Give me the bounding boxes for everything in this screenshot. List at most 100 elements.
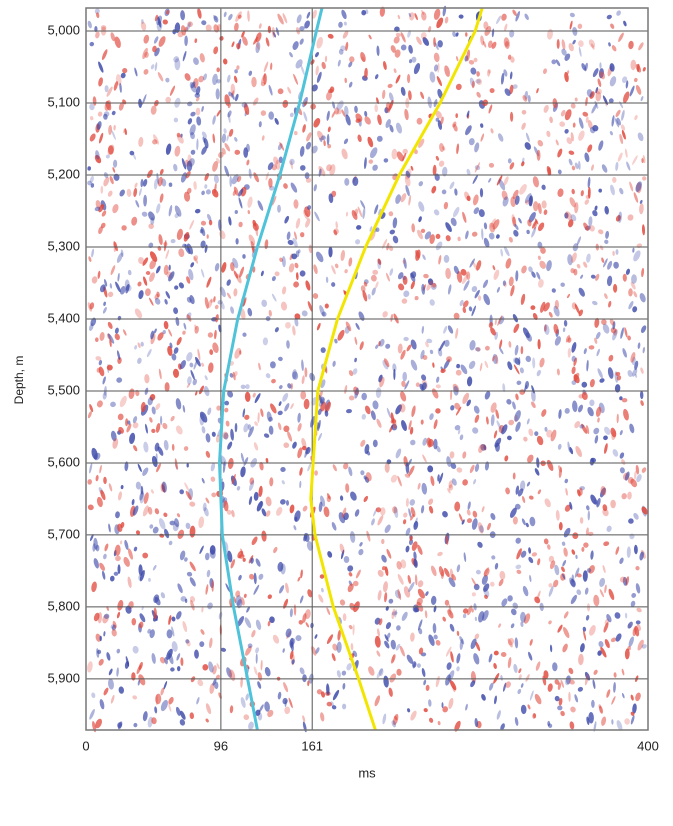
noise-blob — [462, 211, 467, 223]
noise-blob — [616, 375, 622, 381]
noise-blob — [140, 341, 144, 347]
noise-blob — [256, 500, 263, 512]
noise-blob — [455, 369, 462, 376]
noise-blob — [151, 717, 157, 725]
noise-blob — [109, 283, 113, 289]
noise-blob — [625, 80, 629, 89]
noise-blob — [118, 491, 122, 501]
noise-blob — [468, 138, 475, 146]
noise-blob — [333, 228, 339, 235]
noise-blob — [170, 415, 175, 422]
noise-blob — [142, 178, 148, 187]
noise-blob — [204, 552, 210, 561]
noise-blob — [196, 696, 200, 705]
trace-line — [218, 7, 324, 731]
noise-blob — [174, 22, 181, 33]
noise-blob — [587, 510, 591, 521]
noise-blob — [586, 716, 590, 726]
noise-blob — [612, 321, 616, 330]
noise-blob — [529, 574, 532, 583]
noise-blob — [428, 438, 434, 447]
noise-blob — [450, 389, 453, 401]
noise-blob — [422, 437, 428, 446]
noise-blob — [474, 463, 480, 472]
noise-blob — [525, 355, 532, 363]
noise-blob — [610, 184, 615, 196]
noise-blob — [178, 248, 185, 258]
noise-blob — [324, 401, 331, 413]
noise-blob — [157, 245, 162, 251]
noise-blob — [188, 158, 195, 167]
noise-blob — [632, 627, 637, 637]
noise-blob — [400, 44, 407, 51]
noise-blob — [415, 382, 420, 388]
noise-blob — [174, 145, 181, 157]
noise-blob — [499, 339, 503, 349]
noise-blob — [228, 13, 233, 21]
noise-blob — [95, 718, 102, 729]
noise-blob — [215, 674, 220, 680]
noise-blob — [364, 116, 371, 125]
noise-blob — [315, 65, 319, 76]
noise-blob — [586, 253, 591, 263]
noise-blob — [540, 301, 546, 313]
noise-blob — [562, 327, 566, 333]
noise-blob — [292, 441, 297, 449]
noise-blob — [599, 62, 602, 69]
noise-blob — [630, 281, 636, 290]
noise-blob — [570, 214, 577, 222]
noise-blob — [437, 721, 441, 726]
noise-blob — [397, 272, 404, 280]
noise-blob — [328, 246, 333, 258]
noise-blob — [193, 255, 199, 261]
noise-blob — [543, 104, 549, 113]
noise-blob — [186, 243, 194, 255]
noise-blob — [608, 300, 612, 308]
noise-blob — [210, 298, 213, 303]
noise-blob — [619, 101, 624, 109]
noise-blob — [508, 637, 514, 646]
noise-blob — [292, 371, 299, 380]
noise-blob — [471, 592, 476, 597]
noise-blob — [417, 580, 424, 588]
noise-blob — [421, 11, 427, 21]
noise-blob — [300, 569, 303, 579]
noise-blob — [177, 583, 183, 594]
noise-blob — [368, 34, 372, 40]
noise-blob — [576, 236, 582, 246]
noise-blob — [305, 280, 311, 291]
noise-blob — [138, 188, 142, 196]
noise-blob — [500, 723, 505, 731]
noise-blob — [481, 694, 486, 701]
noise-blob — [390, 313, 394, 322]
noise-blob — [255, 647, 260, 654]
noise-blob — [228, 216, 232, 226]
noise-blob — [435, 117, 440, 122]
noise-blob — [313, 264, 318, 275]
noise-blob — [154, 706, 158, 714]
noise-blob — [474, 633, 480, 640]
noise-blob — [343, 138, 349, 145]
noise-blob — [409, 426, 414, 435]
noise-blob — [324, 55, 328, 63]
noise-blob — [165, 143, 172, 155]
noise-blob — [117, 357, 122, 364]
noise-blob — [277, 13, 284, 25]
noise-blob — [514, 195, 520, 205]
noise-blob — [290, 641, 294, 652]
noise-blob — [462, 608, 469, 614]
noise-blob — [590, 494, 597, 505]
noise-blob — [176, 132, 181, 138]
noise-blob — [354, 357, 357, 363]
noise-blob — [453, 265, 460, 275]
noise-blob — [279, 585, 285, 594]
noise-blob — [574, 303, 580, 315]
noise-blob — [264, 239, 269, 250]
noise-blob — [560, 282, 565, 287]
noise-blob — [571, 574, 575, 583]
noise-blob — [418, 201, 425, 212]
noise-blob — [515, 421, 521, 432]
noise-blob — [361, 413, 367, 420]
noise-blob — [410, 165, 414, 171]
noise-blob — [389, 124, 394, 133]
